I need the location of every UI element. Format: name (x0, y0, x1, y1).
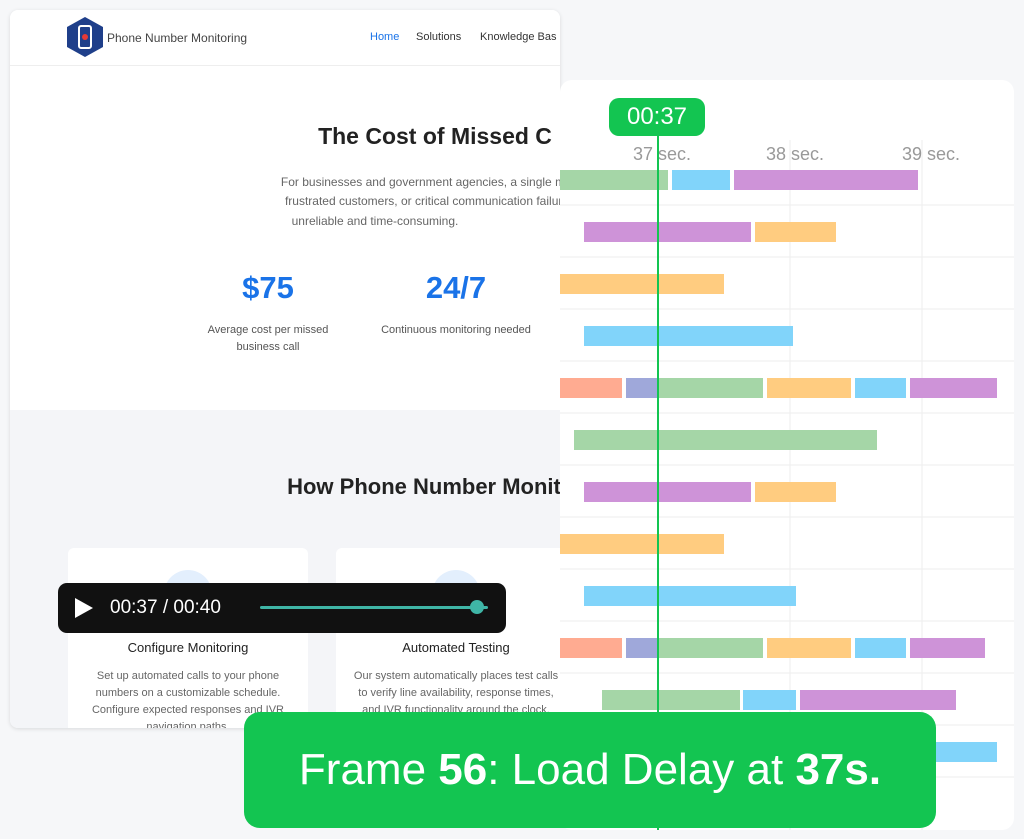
tick-label: 39 sec. (902, 144, 960, 164)
progress-track[interactable] (260, 606, 488, 609)
stat-label-line: business call (236, 341, 300, 353)
time-badge: 00:37 (609, 98, 705, 136)
segment (755, 222, 836, 242)
segment (584, 586, 796, 606)
segment (767, 378, 851, 398)
line: to verify line availability, response ti… (358, 687, 554, 699)
hero-title: The Cost of Missed C (318, 123, 552, 149)
stat-value: 24/7 (425, 270, 487, 305)
section: How Phone Number Monitor Configure Monit… (10, 410, 560, 728)
caption-part: : Load Delay at (487, 745, 796, 794)
line: Set up automated calls to your phone (96, 670, 280, 682)
card: Automated Testing Our system automatical… (336, 548, 560, 728)
segment (584, 222, 751, 242)
line: numbers on a customizable schedule. (95, 687, 281, 699)
segment (672, 170, 730, 190)
card-text: Set up automated calls to your phone numb… (68, 668, 308, 728)
line: navigation paths. (146, 721, 230, 728)
segment (602, 690, 740, 710)
timeline-panel: 37 sec. 38 sec. 39 sec. (560, 80, 1014, 830)
play-button[interactable] (72, 597, 94, 619)
timeline: 37 sec. 38 sec. 39 sec. (560, 120, 1014, 830)
segment (626, 638, 658, 658)
segment (910, 378, 997, 398)
segment (560, 274, 724, 294)
logo[interactable] (66, 16, 104, 58)
video-player: 00:37 / 00:40 (58, 583, 506, 633)
segment (560, 170, 668, 190)
caption-banner: Frame 56: Load Delay at 37s. (244, 712, 936, 828)
nav-link[interactable]: Solutions (416, 31, 462, 43)
stat-label: Average cost per missed business call (168, 322, 368, 356)
segment (560, 638, 622, 658)
navbar: Phone Number Monitoring Home Solutions K… (10, 10, 560, 66)
web-page: Phone Number Monitoring Home Solutions K… (10, 10, 560, 728)
hero-text: unreliable and time-consuming. (291, 214, 459, 228)
card: Configure Monitoring Set up automated ca… (68, 548, 308, 728)
nav-link[interactable]: Knowledge Bas (480, 31, 557, 43)
hero-text: For businesses and government agencies, … (280, 175, 560, 189)
stat-label: Continuous monitoring needed (381, 324, 531, 336)
time-display: 00:37 / 00:40 (110, 597, 221, 618)
segment (855, 378, 906, 398)
segment (560, 378, 622, 398)
segment (800, 690, 956, 710)
nav-link[interactable]: Home (370, 31, 400, 43)
stat-label-line: Average cost per missed (207, 324, 329, 336)
segment (855, 638, 906, 658)
segment (658, 638, 763, 658)
segment (743, 690, 796, 710)
segment (910, 638, 985, 658)
tick-label: 38 sec. (766, 144, 824, 164)
segment (658, 378, 763, 398)
segment (584, 482, 751, 502)
progress-handle[interactable] (470, 600, 484, 614)
segment (626, 378, 658, 398)
segment (574, 430, 877, 450)
caption-part: 37s. (795, 745, 882, 794)
stat-value: $75 (242, 270, 294, 305)
segment (734, 170, 918, 190)
segment (936, 742, 997, 762)
segment (560, 534, 724, 554)
segment (584, 326, 793, 346)
caption-part: Frame (298, 745, 439, 794)
segment (767, 638, 851, 658)
card-title: Automated Testing (402, 640, 510, 655)
section-title: How Phone Number Monitor (287, 474, 560, 499)
line: Configure expected responses and IVR (91, 704, 284, 716)
card-title: Configure Monitoring (127, 640, 249, 655)
hero-text: frustrated customers, or critical commun… (284, 194, 560, 208)
brand[interactable]: Phone Number Monitoring (107, 31, 248, 45)
line: Our system automatically places test cal… (353, 670, 559, 682)
caption-part: 56 (438, 745, 488, 794)
tick-label: 37 sec. (633, 144, 691, 164)
segment (755, 482, 836, 502)
